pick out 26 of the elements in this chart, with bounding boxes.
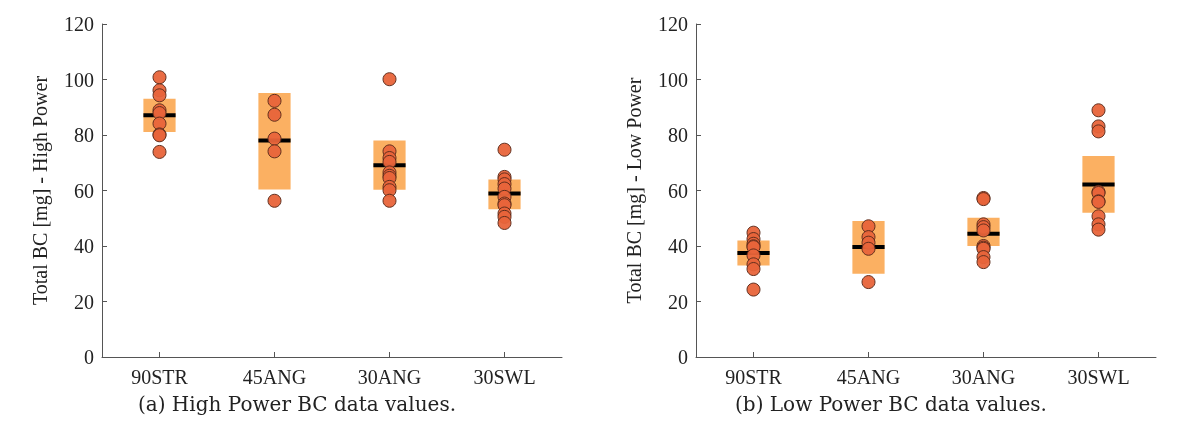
- x-tick-label: 45ANG: [836, 366, 901, 388]
- y-tick-label: 0: [678, 346, 688, 368]
- x-tick-label: 90STR: [725, 366, 783, 388]
- y-tick-label: 60: [668, 179, 688, 202]
- y-tick-label: 40: [668, 235, 688, 257]
- y-tick-label: 60: [74, 179, 94, 202]
- y-tick-label: 80: [668, 124, 688, 146]
- x-tick-label: 30ANG: [357, 366, 422, 388]
- y-tick-label: 100: [658, 68, 688, 91]
- y-tick-label: 0: [84, 346, 94, 368]
- x-tick-label: 30ANG: [951, 366, 1016, 388]
- text: (a) High Power BC data values.: [136, 392, 458, 416]
- y-tick-label: 20: [668, 290, 688, 313]
- y-tick-label: 120: [658, 13, 688, 35]
- y-axis-title: Total BC [mg] - Low Power: [623, 77, 646, 304]
- y-tick-label: 20: [74, 290, 94, 313]
- y-tick-label: 120: [64, 13, 94, 35]
- x-tick-label: 90STR: [131, 366, 189, 388]
- y-tick-label: 100: [64, 68, 94, 91]
- x-tick-label: 30SWL: [1067, 366, 1130, 388]
- y-tick-label: 40: [74, 235, 94, 257]
- x-tick-label: 45ANG: [242, 366, 307, 388]
- text: (b) Low Power BC data values.: [734, 392, 1048, 416]
- x-tick-label: 30SWL: [473, 366, 536, 388]
- y-axis-title: Total BC [mg] - High Power: [29, 75, 52, 306]
- y-tick-label: 80: [74, 124, 94, 146]
